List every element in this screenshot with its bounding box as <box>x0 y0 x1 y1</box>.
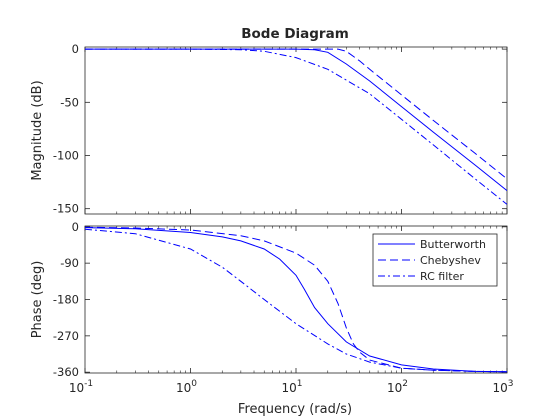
legend-entry: Butterworth <box>420 238 486 251</box>
x-tick-labels: 10-1 100 101 102 103 <box>69 379 514 395</box>
y-tick-label: 0 <box>72 220 79 234</box>
y-axis-label: Phase (deg) <box>30 261 45 339</box>
y-tick-label: -150 <box>53 202 79 216</box>
x-tick-label: 100 <box>176 379 197 395</box>
series-line-solid <box>85 227 507 373</box>
x-tick-label: 102 <box>387 379 408 395</box>
y-tick-label: -270 <box>53 329 79 343</box>
series-line-dashed <box>85 48 507 180</box>
x-axis-label: Frequency (rad/s) <box>238 402 352 417</box>
x-tick-label: 101 <box>281 379 302 395</box>
y-tick-label: -90 <box>60 256 79 270</box>
legend-entry: RC filter <box>420 270 464 283</box>
plot-area <box>84 46 508 215</box>
y-axis-label: Magnitude (dB) <box>30 80 45 180</box>
series-line-dashdot <box>85 228 507 373</box>
x-tick-label: 10-1 <box>69 379 93 395</box>
y-tick-label: 0 <box>72 42 79 56</box>
y-tick-label: -100 <box>53 148 79 162</box>
series-line-solid <box>85 48 507 191</box>
y-tick-label: -50 <box>60 95 79 109</box>
y-tick-label: -360 <box>53 365 79 379</box>
legend: Butterworth Chebyshev RC filter <box>372 233 498 287</box>
legend-entry: Chebyshev <box>420 254 481 267</box>
chart-title: Bode Diagram <box>241 26 349 42</box>
x-tick-label: 103 <box>492 379 513 395</box>
series-line-dashdot <box>85 48 507 205</box>
magnitude-panel: 0 -50 -100 -150 Magnitude (dB) <box>30 42 508 216</box>
y-tick-label: -180 <box>53 293 79 307</box>
